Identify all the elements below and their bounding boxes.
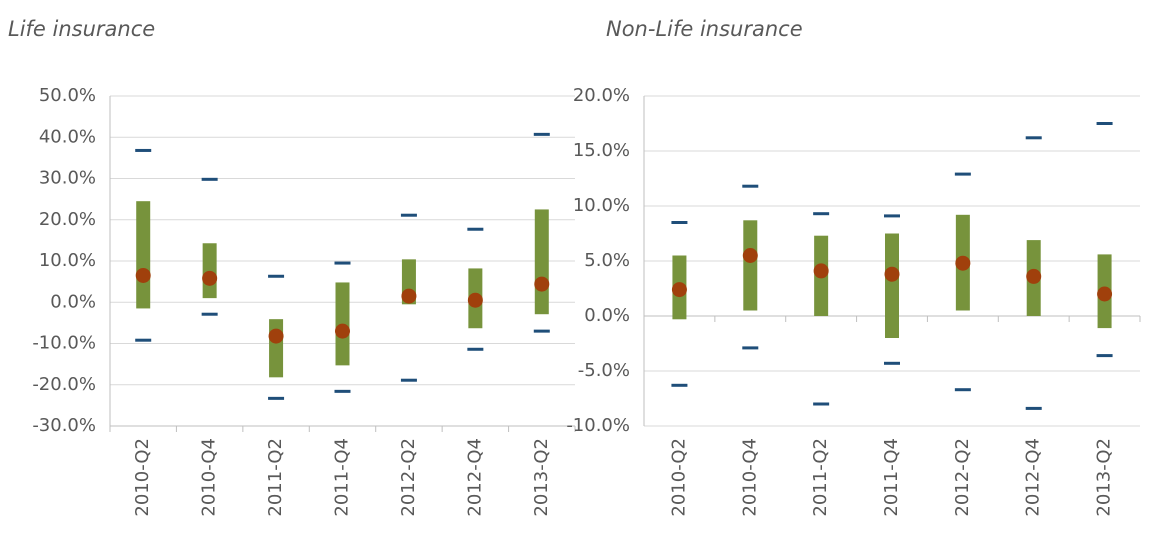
- dot: [1097, 286, 1113, 302]
- x-tick-label: 2012-Q4: [464, 438, 485, 517]
- y-tick-label: -30.0%: [32, 415, 96, 436]
- dot: [1026, 268, 1042, 284]
- y-tick-label: -5.0%: [578, 360, 630, 381]
- dot: [401, 288, 417, 304]
- dash: [954, 388, 971, 392]
- dash: [268, 396, 285, 400]
- chart-title: Non-Life insurance: [606, 17, 803, 41]
- y-tick-label: 0.0%: [584, 305, 630, 326]
- dot: [742, 248, 758, 263]
- x-tick-label: 2010-Q2: [668, 438, 689, 517]
- dash: [1096, 354, 1113, 358]
- range-bar: [885, 233, 899, 338]
- dot: [268, 328, 284, 344]
- dash: [400, 378, 417, 382]
- dash: [135, 338, 152, 342]
- dash: [1025, 136, 1042, 140]
- dash: [813, 402, 830, 406]
- dash: [135, 148, 152, 152]
- dash: [813, 212, 830, 216]
- range-bar: [202, 243, 217, 299]
- y-tick-label: -10.0%: [32, 333, 96, 354]
- chart-title: Life insurance: [8, 17, 155, 41]
- dash: [884, 214, 900, 218]
- y-tick-label: 50.0%: [39, 85, 96, 106]
- x-tick-label: 2012-Q2: [398, 438, 419, 517]
- x-tick-label: 2013-Q2: [1094, 438, 1115, 517]
- y-tick-label: 0.0%: [50, 291, 96, 312]
- range-bar: [269, 319, 284, 378]
- y-tick-label: 20.0%: [39, 209, 96, 230]
- range-bar: [743, 220, 758, 311]
- dash: [884, 361, 900, 365]
- dot: [202, 270, 218, 286]
- x-tick-label: 2011-Q4: [881, 438, 902, 517]
- dash: [201, 312, 218, 316]
- y-tick-label: 30.0%: [39, 168, 96, 189]
- dash: [201, 177, 218, 181]
- dot: [884, 266, 900, 282]
- x-tick-label: 2010-Q4: [199, 438, 220, 517]
- dash: [533, 329, 550, 333]
- dash: [671, 383, 688, 387]
- dash: [334, 389, 351, 393]
- x-tick-label: 2011-Q4: [332, 438, 353, 517]
- dash: [533, 132, 550, 136]
- dash: [467, 347, 484, 351]
- dash: [334, 261, 351, 265]
- y-tick-label: -10.0%: [566, 415, 630, 436]
- x-tick-label: 2011-Q2: [265, 438, 286, 517]
- dot: [335, 323, 350, 339]
- range-bar: [534, 209, 549, 315]
- dot: [135, 267, 151, 283]
- dash: [742, 184, 759, 188]
- x-tick-label: 2012-Q4: [1023, 438, 1044, 517]
- dash: [742, 346, 759, 350]
- x-tick-label: 2010-Q4: [739, 438, 760, 517]
- x-tick-label: 2013-Q2: [531, 438, 552, 517]
- dot: [534, 276, 550, 292]
- y-tick-label: 15.0%: [573, 140, 630, 161]
- dash: [400, 213, 417, 217]
- dot: [813, 263, 829, 279]
- dash: [671, 221, 688, 224]
- dash: [268, 274, 285, 278]
- y-tick-label: 20.0%: [573, 85, 630, 106]
- range-bar: [136, 201, 151, 309]
- y-tick-label: 40.0%: [39, 126, 96, 147]
- x-tick-label: 2010-Q2: [132, 438, 153, 517]
- y-tick-label: 5.0%: [584, 250, 630, 271]
- y-tick-label: 10.0%: [573, 195, 630, 216]
- dot: [671, 282, 687, 298]
- dash: [1025, 406, 1042, 410]
- dash: [1096, 122, 1113, 125]
- dot: [467, 292, 483, 308]
- dash: [954, 172, 971, 176]
- y-tick-label: 10.0%: [39, 250, 96, 271]
- dot: [955, 255, 971, 271]
- x-tick-label: 2011-Q2: [810, 438, 831, 517]
- x-tick-label: 2012-Q2: [952, 438, 973, 517]
- y-tick-label: -20.0%: [32, 374, 96, 395]
- dash: [467, 227, 484, 231]
